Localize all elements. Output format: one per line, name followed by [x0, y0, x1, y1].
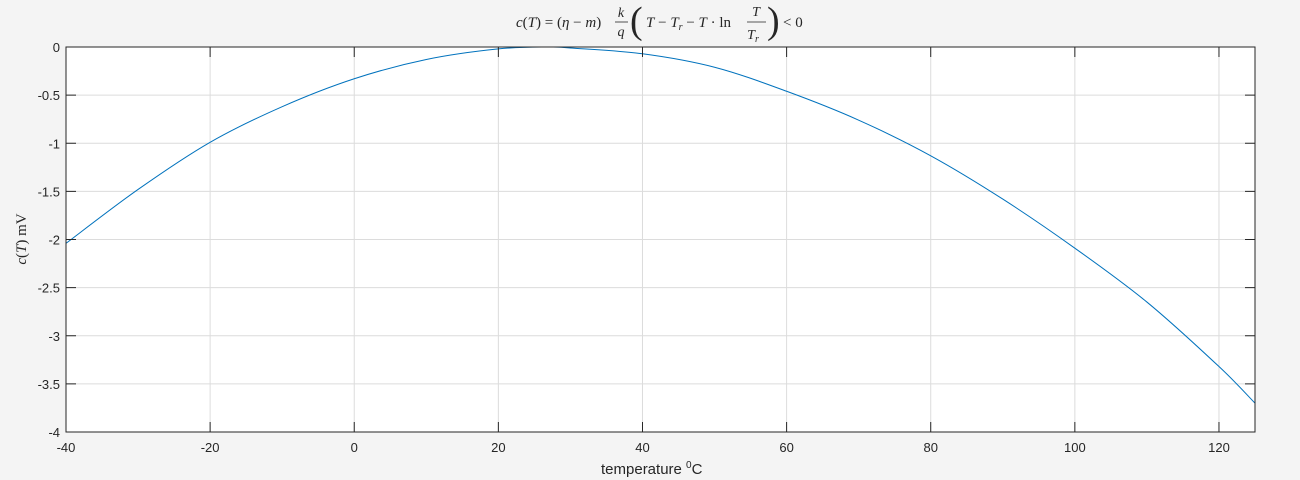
series-line: [65, 46, 1256, 404]
y-tick-label: -0.5: [38, 88, 60, 103]
y-tick-label: -3: [48, 329, 60, 344]
y-tick-label: -2.5: [38, 281, 60, 296]
x-tick-label: 120: [1208, 440, 1230, 455]
x-tick-label: 100: [1064, 440, 1086, 455]
series-group: [65, 46, 1256, 404]
chart-title: c(T) = (η − m) k q ( T − Tr − T · ln T T…: [516, 0, 803, 45]
svg-text:(: (: [630, 0, 643, 42]
x-tick-label: -20: [201, 440, 220, 455]
x-tick-labels: -40 -20 0 20 40 60 80 100 120: [57, 440, 1230, 455]
svg-text:): ): [767, 0, 780, 42]
svg-text:c(T) = (η − m): c(T) = (η − m): [516, 15, 601, 31]
svg-text:T − Tr − T · ln: T − Tr − T · ln: [646, 15, 732, 33]
y-tick-labels: 0 -0.5 -1 -1.5 -2 -2.5 -3 -3.5 -4: [38, 40, 60, 440]
svg-text:k: k: [618, 6, 625, 21]
y-tick-label: 0: [53, 40, 60, 55]
svg-text:q: q: [618, 25, 625, 40]
y-tick-label: -3.5: [38, 377, 60, 392]
svg-text:Tr: Tr: [747, 28, 759, 45]
x-tick-label: 0: [351, 440, 358, 455]
ticks: [65, 46, 1255, 433]
y-tick-label: -4: [48, 425, 60, 440]
y-axis-label: c(T) mV: [14, 213, 30, 264]
x-tick-label: -40: [57, 440, 76, 455]
y-tick-label: -1: [48, 136, 60, 151]
x-tick-label: 60: [779, 440, 793, 455]
x-axis-label: temperature 0C: [601, 460, 703, 478]
y-tick-label: -1.5: [38, 184, 60, 199]
svg-text:< 0: < 0: [783, 15, 803, 31]
x-tick-label: 20: [491, 440, 505, 455]
y-tick-label: -2: [48, 233, 60, 248]
x-tick-label: 40: [635, 440, 649, 455]
svg-text:T: T: [752, 5, 761, 20]
x-tick-label: 80: [923, 440, 937, 455]
